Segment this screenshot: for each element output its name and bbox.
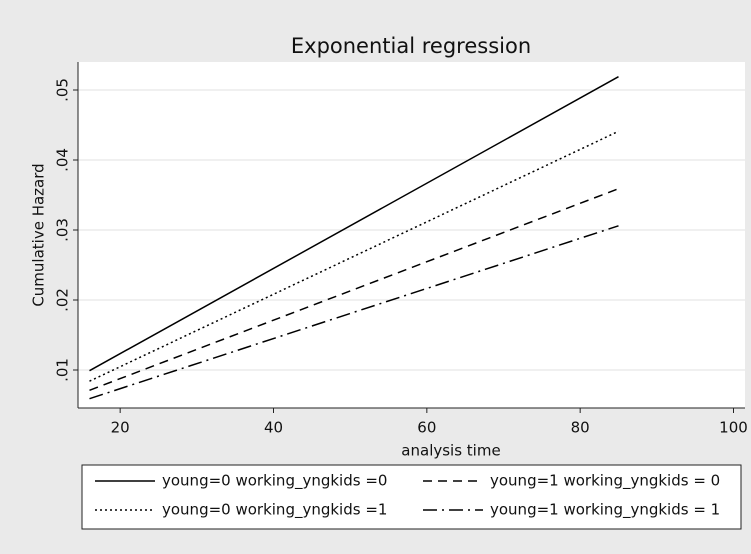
y-tick-label: .05: [54, 78, 72, 102]
series-line: [89, 76, 619, 372]
y-tick-label: .01: [54, 358, 72, 382]
y-tick-label: .04: [54, 148, 72, 172]
legend-label: young=0 working_yngkids =0: [162, 472, 387, 491]
x-tick-label: 60: [417, 419, 436, 437]
x-tick-label: 20: [111, 419, 130, 437]
chart-title: Exponential regression: [291, 34, 531, 58]
y-tick-label: .02: [54, 288, 72, 312]
y-axis-title: Cumulative Hazard: [30, 163, 48, 306]
plot-area: [78, 62, 745, 408]
x-axis-title: analysis time: [401, 442, 500, 460]
series-line: [89, 187, 619, 391]
x-tick-label: 80: [571, 419, 590, 437]
x-tick-label: 40: [264, 419, 283, 437]
y-tick-label: .03: [54, 218, 72, 242]
legend-label: young=0 working_yngkids =1: [162, 501, 387, 520]
legend-label: young=1 working_yngkids = 1: [490, 501, 720, 520]
legend-label: young=1 working_yngkids = 0: [490, 472, 720, 491]
legend: [81, 464, 742, 530]
x-tick-label: 100: [719, 419, 748, 437]
